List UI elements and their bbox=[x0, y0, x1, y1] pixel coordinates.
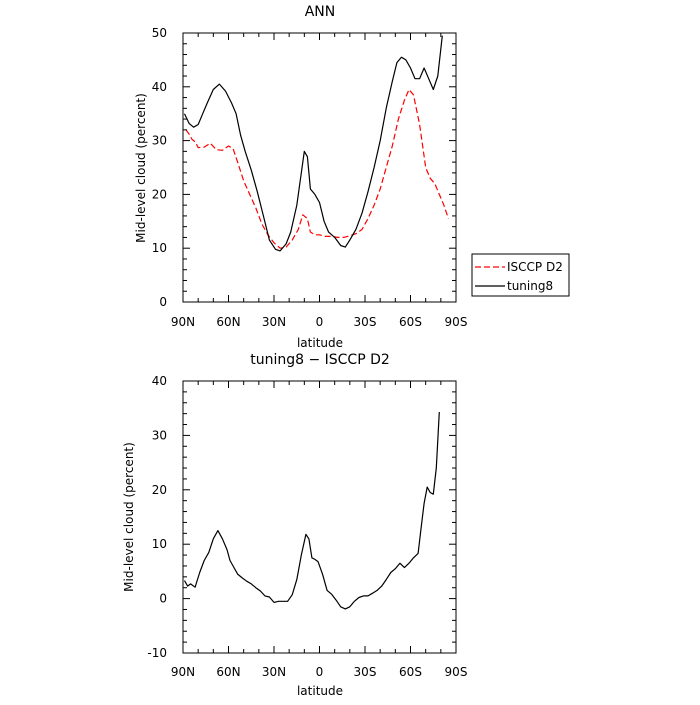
y-axis-title: Mid-level cloud (percent) bbox=[122, 442, 136, 592]
y-tick-label: 30 bbox=[152, 428, 167, 442]
y-tick-label: 40 bbox=[152, 80, 167, 94]
x-tick-label: 90S bbox=[445, 315, 468, 329]
x-axis-title: latitude bbox=[297, 684, 343, 698]
chart-title: ANN bbox=[305, 4, 336, 20]
series-group bbox=[183, 411, 440, 610]
y-tick-label: 0 bbox=[159, 592, 167, 606]
chart-panel-top: ANN 90N 60N 30N 0 30S 60S 90S 0 10 20 30 40 50 Mid-l… bbox=[134, 4, 570, 350]
chart-title: tuning8 − ISCCP D2 bbox=[250, 352, 390, 368]
chart-panel-bottom: tuning8 − ISCCP D2 90N 60N 30N 0 30S 60S 90S -1… bbox=[122, 352, 467, 698]
x-tick-label: 60N bbox=[216, 315, 240, 329]
legend-label-isccp: ISCCP D2 bbox=[507, 260, 563, 274]
y-tick-label: 20 bbox=[152, 187, 167, 201]
y-tick-label: 40 bbox=[152, 374, 167, 388]
x-tick-label: 60N bbox=[216, 665, 240, 679]
y-tick-label: 10 bbox=[152, 537, 167, 551]
legend: ISCCP D2 tuning8 bbox=[471, 253, 570, 297]
series-line-tuning8 bbox=[183, 35, 443, 252]
legend-box bbox=[471, 253, 570, 297]
x-tick-label: 30N bbox=[262, 665, 286, 679]
y-tick-label: 50 bbox=[152, 26, 167, 40]
x-tick-label: 30N bbox=[262, 315, 286, 329]
plot-frame bbox=[182, 380, 457, 654]
y-tick-label: 30 bbox=[152, 134, 167, 148]
y-axis-title: Mid-level cloud (percent) bbox=[134, 93, 148, 243]
x-tick-label: 0 bbox=[316, 665, 324, 679]
series-line-isccp-d2 bbox=[185, 88, 449, 249]
x-tick-label: 0 bbox=[316, 315, 324, 329]
axes-group: 90N 60N 30N 0 30S 60S 90S 0 10 20 30 40 50 bbox=[152, 26, 468, 329]
x-tick-label: 60S bbox=[399, 665, 422, 679]
x-tick-label: 30S bbox=[354, 315, 377, 329]
x-tick-label: 30S bbox=[354, 665, 377, 679]
plot-frame bbox=[182, 32, 457, 303]
series-line-difference bbox=[183, 411, 440, 610]
x-tick-label: 90S bbox=[445, 665, 468, 679]
legend-label-tuning8: tuning8 bbox=[507, 279, 553, 293]
x-tick-label: 60S bbox=[399, 315, 422, 329]
y-tick-label: -10 bbox=[147, 646, 167, 660]
x-axis-title: latitude bbox=[297, 336, 343, 350]
series-group bbox=[183, 35, 449, 252]
y-tick-label: 20 bbox=[152, 483, 167, 497]
x-tick-label: 90N bbox=[171, 315, 195, 329]
y-tick-label: 0 bbox=[159, 295, 167, 309]
axes-group: 90N 60N 30N 0 30S 60S 90S -10 0 10 20 30 40 bbox=[147, 374, 467, 679]
x-tick-label: 90N bbox=[171, 665, 195, 679]
y-tick-label: 10 bbox=[152, 241, 167, 255]
